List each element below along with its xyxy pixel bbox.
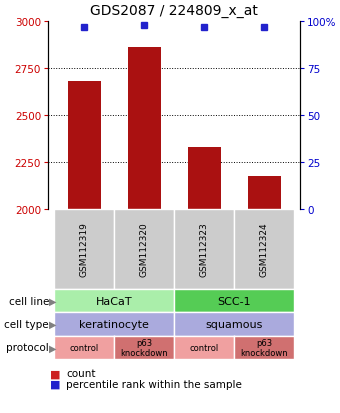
Text: control: control — [69, 343, 99, 352]
Title: GDS2087 / 224809_x_at: GDS2087 / 224809_x_at — [90, 4, 258, 18]
Bar — [128, 48, 160, 209]
Text: ■: ■ — [50, 379, 61, 389]
Text: GSM112319: GSM112319 — [80, 222, 88, 277]
Text: cell line: cell line — [8, 296, 49, 306]
Text: control: control — [189, 343, 219, 352]
Text: GSM112323: GSM112323 — [200, 222, 208, 277]
Text: HaCaT: HaCaT — [96, 296, 132, 306]
Text: percentile rank within the sample: percentile rank within the sample — [66, 379, 242, 389]
Text: squamous: squamous — [205, 319, 263, 329]
Text: protocol: protocol — [6, 342, 49, 352]
Text: ▶: ▶ — [49, 319, 56, 329]
Text: keratinocyte: keratinocyte — [79, 319, 149, 329]
Text: SCC-1: SCC-1 — [217, 296, 251, 306]
Text: GSM112320: GSM112320 — [139, 222, 149, 277]
Bar — [68, 82, 101, 209]
Text: count: count — [66, 368, 96, 379]
Text: ■: ■ — [50, 368, 61, 379]
Text: p63
knockdown: p63 knockdown — [240, 338, 288, 357]
Bar — [248, 177, 280, 209]
Text: cell type: cell type — [4, 319, 49, 329]
Text: ▶: ▶ — [49, 296, 56, 306]
Text: GSM112324: GSM112324 — [259, 222, 269, 277]
Bar — [187, 147, 221, 209]
Text: p63
knockdown: p63 knockdown — [120, 338, 168, 357]
Text: ▶: ▶ — [49, 342, 56, 352]
